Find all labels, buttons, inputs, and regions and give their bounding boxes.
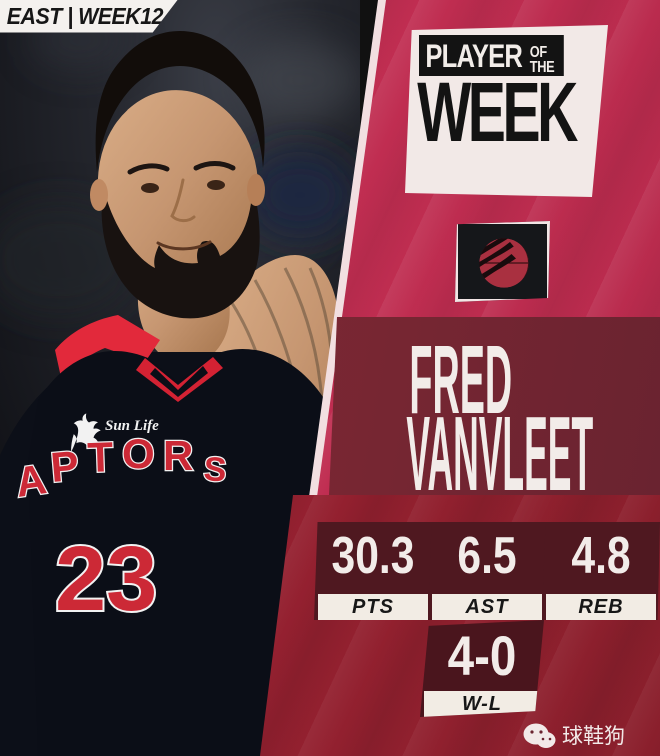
- svg-text:O: O: [122, 430, 156, 477]
- svg-text:T: T: [87, 433, 115, 481]
- svg-text:P: P: [49, 442, 82, 491]
- svg-text:A: A: [13, 455, 51, 506]
- svg-text:R: R: [163, 432, 194, 479]
- svg-text:S: S: [202, 450, 228, 490]
